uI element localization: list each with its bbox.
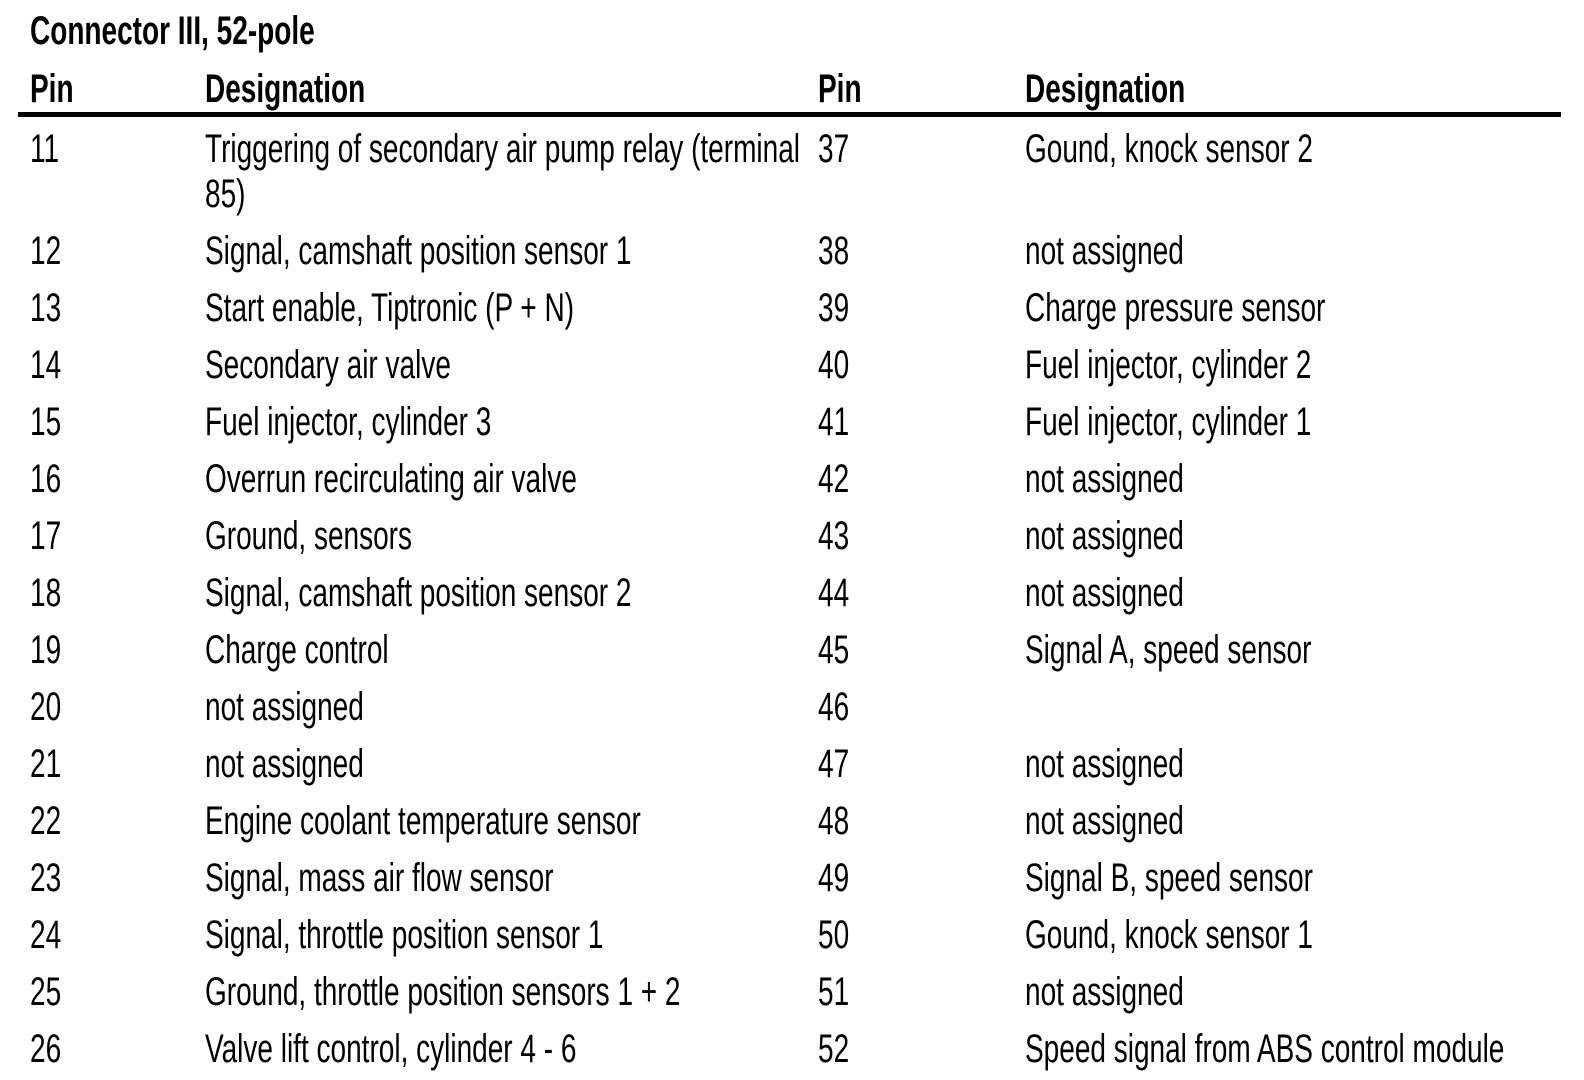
pin-cell-left: 24 [30,913,62,957]
pin-cell-right: 47 [818,742,850,786]
pin-cell-left: 22 [30,799,62,843]
pin-cell-right: 38 [818,229,850,273]
designation-cell-left: not assigned [205,685,364,729]
pin-cell-right: 49 [818,856,850,900]
pin-cell-left: 20 [30,685,62,729]
table-row: 15 Fuel injector, cylinder 3 41 Fuel inj… [30,400,1554,445]
designation-cell-left: Triggering of secondary air pump relay (… [205,127,800,216]
designation-cell-left: Fuel injector, cylinder 3 [205,400,492,444]
header-pin-right: Pin [818,67,862,111]
table-row: 24 Signal, throttle position sensor 1 50… [30,913,1554,958]
pin-cell-left: 26 [30,1027,62,1071]
header-designation-left: Designation [205,67,366,111]
designation-cell-right: Gound, knock sensor 2 [1025,127,1313,171]
pin-cell-left: 18 [30,571,62,615]
designation-cell-right: Signal A, speed sensor [1025,628,1312,672]
designation-cell-left: Overrun recirculating air valve [205,457,577,501]
designation-cell-left: Secondary air valve [205,343,451,387]
table-row: 11 Triggering of secondary air pump rela… [30,127,1554,217]
table-rows: 11 Triggering of secondary air pump rela… [30,127,1554,1072]
pin-cell-left: 19 [30,628,62,672]
designation-cell-left: Charge control [205,628,389,672]
designation-cell-left: Signal, throttle position sensor 1 [205,913,604,957]
table-row: 22 Engine coolant temperature sensor 48 … [30,799,1554,844]
pin-cell-left: 16 [30,457,62,501]
designation-cell-left: not assigned [205,742,364,786]
pin-cell-right: 41 [818,400,850,444]
designation-cell-right: Signal B, speed sensor [1025,856,1313,900]
designation-cell-right: not assigned [1025,457,1184,501]
designation-cell-left: Start enable, Tiptronic (P + N) [205,286,575,330]
designation-cell-right: Fuel injector, cylinder 2 [1025,343,1312,387]
designation-cell-right: not assigned [1025,571,1184,615]
header-designation-right: Designation [1025,67,1186,111]
designation-cell-right: Gound, knock sensor 1 [1025,913,1313,957]
designation-cell-right: Charge pressure sensor [1025,286,1326,330]
table-row: 17 Ground, sensors 43 not assigned [30,514,1554,559]
table-row: 18 Signal, camshaft position sensor 2 44… [30,571,1554,616]
designation-cell-left: Signal, camshaft position sensor 1 [205,229,632,273]
pin-cell-right: 52 [818,1027,850,1071]
table-row: 14 Secondary air valve 40 Fuel injector,… [30,343,1554,388]
pin-cell-left: 23 [30,856,62,900]
designation-cell-left: Valve lift control, cylinder 4 - 6 [205,1027,577,1071]
designation-cell-right: not assigned [1025,514,1184,558]
table-row: 23 Signal, mass air flow sensor 49 Signa… [30,856,1554,901]
pin-cell-right: 45 [818,628,850,672]
designation-cell-left: Ground, throttle position sensors 1 + 2 [205,970,681,1014]
pin-cell-left: 13 [30,286,62,330]
designation-cell-right: not assigned [1025,229,1184,273]
table-row: 20 not assigned 46 [30,685,1554,730]
pin-cell-right: 51 [818,970,850,1014]
table-row: 25 Ground, throttle position sensors 1 +… [30,970,1554,1015]
pin-cell-right: 46 [818,685,850,729]
designation-cell-left: Signal, mass air flow sensor [205,856,554,900]
pin-cell-right: 40 [818,343,850,387]
pin-cell-right: 48 [818,799,850,843]
header-pin-left: Pin [30,67,74,111]
pin-cell-left: 11 [30,127,60,171]
designation-cell-right: not assigned [1025,970,1184,1014]
table-header-row: Pin Designation Pin Designation [30,67,1554,111]
table-row: 12 Signal, camshaft position sensor 1 38… [30,229,1554,274]
pin-cell-left: 15 [30,400,62,444]
table-row: 16 Overrun recirculating air valve 42 no… [30,457,1554,502]
pin-cell-left: 21 [30,742,62,786]
designation-cell-right: Speed signal from ABS control module [1025,1027,1505,1071]
designation-cell-right: Fuel injector, cylinder 1 [1025,400,1312,444]
designation-cell-right: not assigned [1025,799,1184,843]
page-title: Connector III, 52-pole [30,10,1554,52]
pin-cell-right: 43 [818,514,850,558]
designation-cell-right: not assigned [1025,742,1184,786]
table-row: 26 Valve lift control, cylinder 4 - 6 52… [30,1027,1554,1072]
table-row: 21 not assigned 47 not assigned [30,742,1554,787]
pin-cell-right: 37 [818,127,850,171]
pin-cell-right: 39 [818,286,850,330]
designation-cell-left: Signal, camshaft position sensor 2 [205,571,632,615]
pin-cell-left: 25 [30,970,62,1014]
page-title-text: Connector III, 52-pole [30,9,315,53]
designation-cell-left: Engine coolant temperature sensor [205,799,641,843]
pin-cell-right: 50 [818,913,850,957]
designation-cell-left: Ground, sensors [205,514,412,558]
pin-cell-right: 44 [818,571,850,615]
pin-cell-left: 12 [30,229,62,273]
pin-cell-right: 42 [818,457,850,501]
table-row: 19 Charge control 45 Signal A, speed sen… [30,628,1554,673]
table-row: 13 Start enable, Tiptronic (P + N) 39 Ch… [30,286,1554,331]
pin-cell-left: 14 [30,343,62,387]
pin-cell-left: 17 [30,514,62,558]
header-divider-rule [18,112,1561,117]
